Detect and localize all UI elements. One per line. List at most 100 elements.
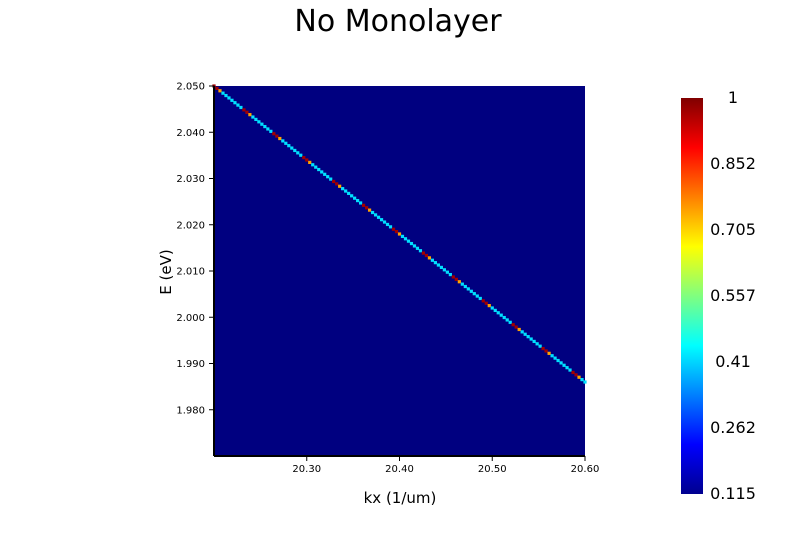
line-cell — [385, 222, 390, 227]
line-cell — [580, 378, 584, 382]
y-tick-label: 1.990 — [176, 359, 205, 370]
line-cell — [430, 258, 435, 262]
plot-area — [212, 84, 587, 456]
line-cell — [308, 160, 312, 164]
line-cell — [490, 306, 494, 310]
line-cell — [391, 227, 396, 231]
line-cell — [347, 191, 351, 196]
line-cell — [400, 234, 405, 238]
line-cell — [472, 292, 476, 296]
line-cell — [532, 339, 536, 344]
colorbar: 1 0.852 0.705 0.557 0.41 0.262 0.115 — [681, 88, 756, 503]
line-cell — [547, 351, 551, 355]
line-cell — [466, 287, 470, 291]
line-cell — [367, 208, 372, 212]
line-cell — [493, 308, 497, 312]
line-cell — [505, 318, 509, 322]
colorbar-tick-label: 0.115 — [710, 484, 756, 503]
line-cell — [499, 313, 503, 317]
chart-title: No Monolayer — [294, 4, 502, 39]
x-tick-label: 20.60 — [571, 464, 600, 475]
line-cell — [544, 349, 548, 353]
line-cell — [451, 275, 455, 279]
y-tick-label: 2.040 — [176, 128, 205, 139]
line-cell — [418, 249, 423, 253]
line-cell — [442, 268, 446, 272]
line-cell — [421, 251, 426, 255]
line-cell — [412, 244, 417, 248]
line-cell — [520, 330, 524, 334]
line-cell — [478, 296, 482, 301]
line-cell — [469, 289, 473, 293]
line-cell — [251, 115, 255, 119]
line-cell — [359, 201, 363, 205]
line-cell — [409, 241, 414, 246]
y-tick-label: 1.980 — [176, 405, 205, 416]
line-cell — [353, 196, 357, 200]
line-cell — [484, 301, 488, 305]
line-cell — [284, 141, 288, 145]
line-cell — [562, 363, 566, 367]
colorbar-tick-label: 0.41 — [715, 352, 751, 371]
line-cell — [463, 284, 467, 289]
axes: 20.30 20.40 20.50 20.60 2.050 2.040 2.030 2.02… — [176, 82, 599, 476]
line-cell — [457, 280, 461, 284]
line-cell — [514, 325, 518, 329]
line-cell — [439, 265, 443, 270]
line-cell — [511, 323, 515, 327]
line-cell — [454, 277, 458, 281]
line-cell — [224, 93, 228, 98]
line-cell — [236, 103, 240, 107]
y-ticks: 2.050 2.040 2.030 2.020 2.010 2.000 1.990 1.980 — [176, 82, 214, 416]
colorbar-tick-label: 0.262 — [710, 418, 756, 437]
line-cell — [460, 282, 464, 286]
colorbar-tick-label: 0.705 — [710, 220, 756, 239]
line-cell — [583, 380, 587, 384]
line-cell — [350, 194, 354, 198]
line-cell — [281, 139, 285, 143]
line-cell — [565, 366, 569, 370]
line-cell — [481, 299, 485, 303]
colorbar-tick-label: 0.852 — [710, 154, 756, 173]
line-cell — [388, 225, 393, 229]
x-ticks: 20.30 20.40 20.50 20.60 — [292, 456, 599, 475]
colorbar-gradient — [681, 98, 703, 494]
line-cell — [523, 332, 527, 336]
line-cell — [272, 132, 276, 136]
line-cell — [287, 144, 291, 148]
line-cell — [403, 237, 408, 241]
line-cell — [496, 311, 500, 315]
line-cell — [317, 167, 321, 172]
line-cell — [526, 335, 530, 339]
line-cell — [571, 370, 575, 375]
line-cell — [406, 239, 411, 243]
line-cell — [314, 165, 318, 169]
line-cell — [553, 356, 557, 360]
line-cell — [535, 342, 539, 346]
line-cell — [373, 213, 378, 217]
line-cell — [415, 246, 420, 250]
line-cell — [344, 189, 348, 193]
line-cell — [245, 110, 249, 114]
line-cell — [559, 361, 563, 365]
line-cell — [379, 218, 384, 222]
line-cell — [296, 151, 300, 155]
line-cell — [239, 105, 243, 110]
line-cell — [448, 272, 452, 277]
y-tick-label: 2.010 — [176, 267, 205, 278]
y-tick-label: 2.000 — [176, 313, 205, 324]
line-cell — [320, 170, 324, 174]
line-cell — [341, 187, 345, 191]
dispersion-line — [212, 84, 587, 384]
line-cell — [248, 113, 252, 117]
line-cell — [487, 304, 491, 308]
line-cell — [323, 172, 327, 176]
line-cell — [356, 198, 360, 203]
x-axis-label: kx (1/um) — [364, 489, 437, 507]
heatmap-background — [214, 86, 585, 456]
line-cell — [508, 320, 512, 324]
line-cell — [556, 358, 560, 363]
line-cell — [275, 134, 279, 138]
line-cell — [293, 148, 297, 153]
